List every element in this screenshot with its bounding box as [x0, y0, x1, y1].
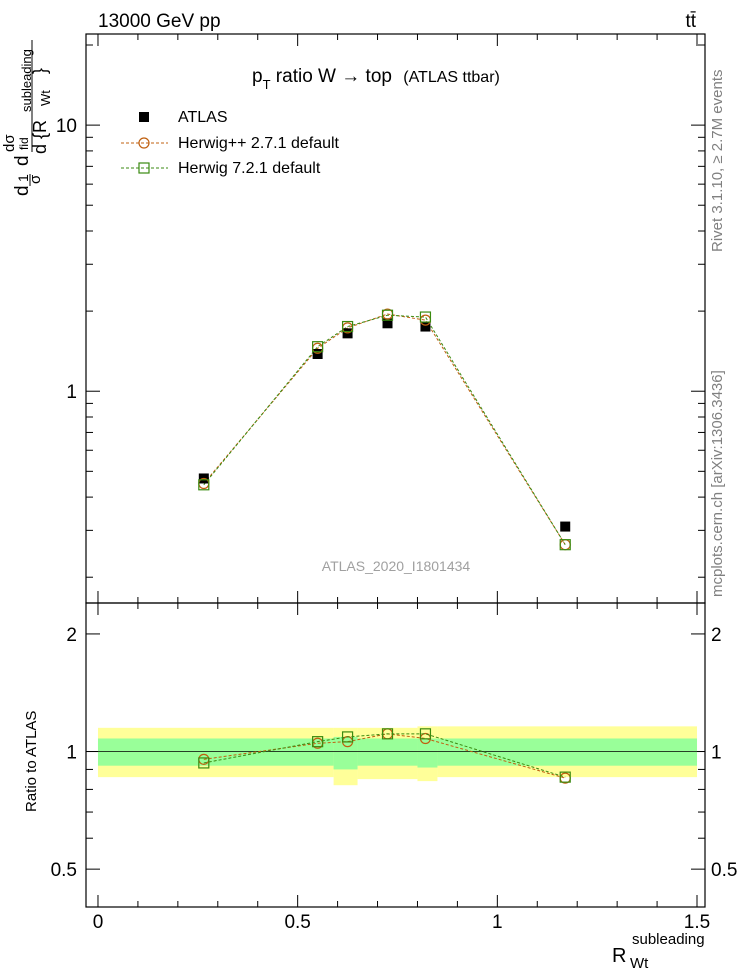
ratio-band-inner — [97, 738, 334, 766]
ratio-band-inner — [357, 738, 418, 766]
top-y-tick-label: 1 — [66, 382, 77, 403]
svg-text:σ: σ — [27, 174, 44, 184]
legend-marker-herwig7 — [138, 162, 150, 174]
ratio-point-herwig7 — [341, 731, 354, 743]
ratio-band-inner — [417, 738, 438, 768]
svg-text:}: } — [30, 68, 50, 74]
atlas-point — [560, 521, 571, 532]
series-line — [203, 313, 566, 545]
mcplots-label: mcplots.cern.ch [arXiv:1306.3436] — [709, 370, 726, 597]
legend-label-herwig7: Herwig 7.2.1 default — [178, 160, 321, 177]
ratio-point-herwig7 — [381, 728, 394, 740]
svg-text:subleading: subleading — [632, 931, 705, 948]
svg-text:1: 1 — [15, 174, 31, 182]
rivet-label: Rivet 3.1.10, ≥ 2.7M events — [709, 70, 726, 253]
svg-text:Wt: Wt — [630, 955, 649, 972]
title-sub: T — [263, 77, 271, 92]
bottom-y-tick-label-right: 0.5 — [711, 860, 737, 881]
svg-text:subleading: subleading — [19, 49, 34, 112]
legend-marker-herwigpp — [138, 137, 150, 149]
title-rest: ratio W → top — [271, 66, 392, 87]
atlas-point — [312, 348, 323, 359]
ratio-point-herwig7 — [419, 728, 432, 740]
xlabel: R subleading Wt — [612, 931, 705, 972]
herwig7-point — [198, 479, 210, 491]
svg-text:d: d — [12, 185, 33, 196]
bottom-y-tick-label-right: 2 — [711, 625, 722, 646]
ratio-band-inner — [437, 738, 698, 766]
bottom-y-tick-label: 2 — [66, 625, 77, 646]
axis-ticks: 0 0.5 1 1.5 1 10 0.5 0.5 1 1 2 2 — [51, 34, 737, 933]
herwig7-point — [419, 311, 432, 323]
plot-title: pT ratio W → top (ATLAS ttbar) — [252, 66, 500, 92]
svg-text:Wt: Wt — [38, 90, 53, 106]
top-ylabel: d 1 σ d dσ fid d {R subleading Wt } — [1, 40, 53, 196]
x-tick-label: 1 — [492, 912, 503, 933]
svg-text:R: R — [612, 945, 626, 967]
svg-text:d: d — [12, 155, 33, 166]
atlas-point — [382, 318, 393, 329]
herwig7-point — [559, 539, 571, 551]
herwig7-point — [312, 341, 324, 353]
x-tick-label: 1.5 — [684, 912, 710, 933]
x-tick-label: 0.5 — [284, 912, 310, 933]
ratio-line — [203, 733, 566, 779]
ratio-point-herwig7 — [559, 771, 571, 783]
bottom-ylabel: Ratio to ATLAS — [23, 711, 40, 812]
process-label: tt̄ — [685, 11, 696, 32]
legend-label-atlas: ATLAS — [178, 109, 228, 126]
svg-text:dσ: dσ — [1, 134, 18, 152]
ratio-point-herwig7 — [198, 757, 210, 769]
top-y-tick-label: 10 — [56, 116, 77, 137]
ratio-point-herwig7 — [312, 736, 324, 748]
energy-label: 13000 GeV pp — [98, 11, 221, 32]
ratio-bands — [86, 726, 705, 786]
ratio-line — [203, 733, 566, 778]
title-main: p — [252, 66, 263, 87]
legend-marker-atlas — [139, 112, 149, 122]
svg-text:fid: fid — [17, 137, 31, 150]
analysis-watermark: ATLAS_2020_I1801434 — [322, 558, 471, 574]
data-series — [198, 308, 571, 784]
bottom-panel-frame — [85, 602, 706, 908]
x-tick-label: 0 — [93, 912, 104, 933]
bottom-y-tick-label: 0.5 — [51, 860, 77, 881]
atlas-point — [420, 321, 431, 332]
bottom-y-tick-label: 1 — [66, 743, 77, 764]
title-small: (ATLAS ttbar) — [403, 69, 500, 86]
herwig7-point — [341, 320, 354, 333]
legend: ATLAS Herwig++ 2.7.1 default Herwig 7.2.… — [121, 109, 340, 177]
bottom-y-tick-label-right: 1 — [711, 743, 722, 764]
herwig7-point — [381, 309, 394, 321]
legend-label-herwigpp: Herwig++ 2.7.1 default — [178, 135, 340, 152]
series-line — [203, 314, 566, 545]
svg-text:d {R: d {R — [30, 120, 50, 154]
